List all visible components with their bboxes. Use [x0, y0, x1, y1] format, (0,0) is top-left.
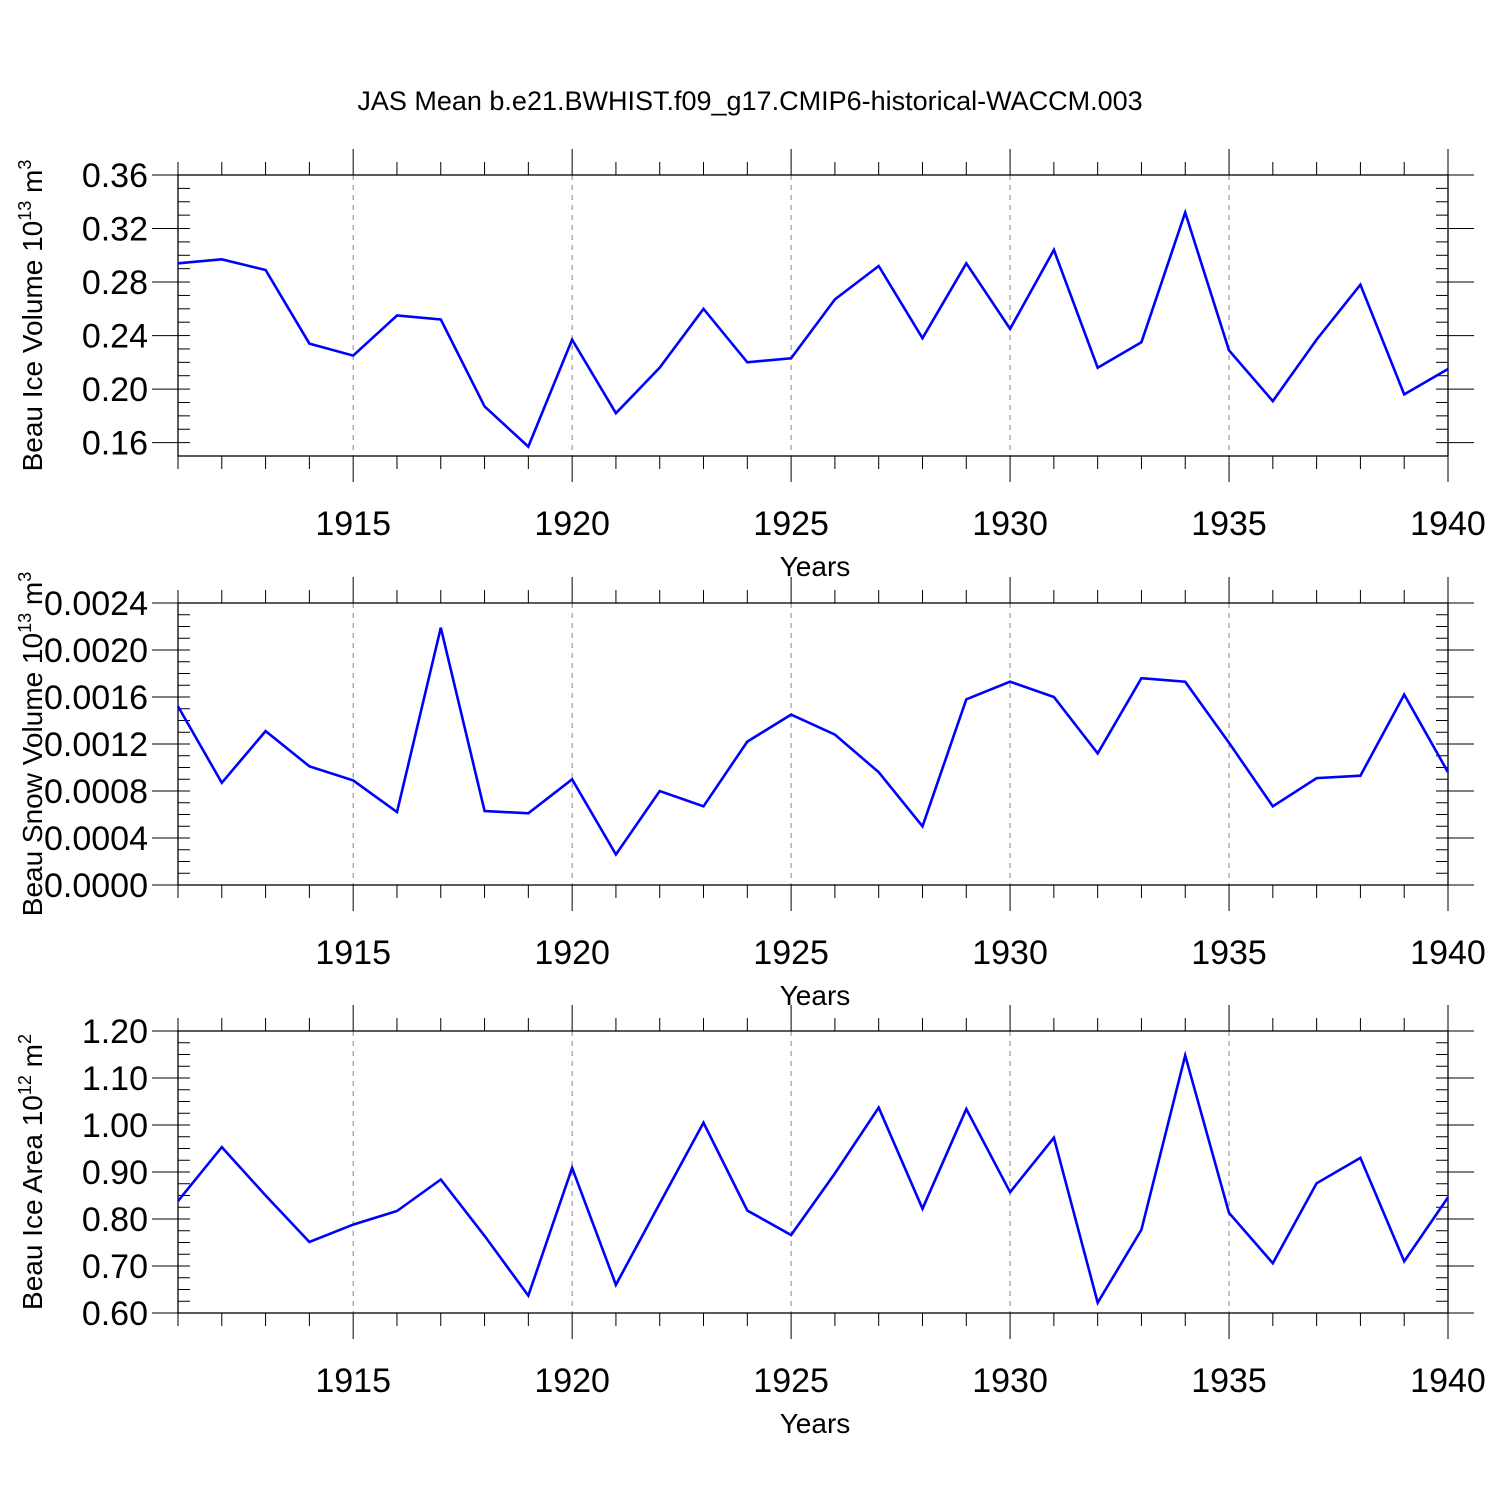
panel-1-x-axis-title: Years	[780, 551, 851, 582]
panel-3-series-line	[176, 1050, 1450, 1307]
panel-1-x-tick-label: 1930	[972, 505, 1048, 543]
panel-2-x-tick-label: 1940	[1410, 934, 1486, 972]
panel-2-y-tick-label: 0.0024	[44, 585, 148, 623]
panel-2-x-tick-label: 1930	[972, 934, 1048, 972]
panel-2-y-tick-label: 0.0004	[44, 820, 148, 858]
panel-3-x-tick-label: 1935	[1191, 1362, 1267, 1400]
panel-2-series-line	[176, 627, 1450, 857]
panel-2-y-tick-label: 0.0020	[44, 632, 148, 670]
panel-2-y-tick-label: 0.0016	[44, 679, 148, 717]
panel-3-y-axis-title: Beau Ice Area 1012 m2	[15, 1034, 48, 1310]
panel-3-x-tick-label: 1940	[1410, 1362, 1486, 1400]
panel-3-y-tick-label: 0.90	[82, 1154, 148, 1192]
panel-3-y-tick-label: 1.00	[82, 1107, 148, 1145]
panel-1-x-tick-label: 1940	[1410, 505, 1486, 543]
panel-1-y-tick-label: 0.24	[82, 318, 148, 356]
panel-3-x-axis-title: Years	[780, 1408, 851, 1439]
panel-2-x-tick-label: 1925	[753, 934, 829, 972]
panel-1-x-tick-label: 1915	[315, 505, 391, 543]
panel-1-x-tick-label: 1935	[1191, 505, 1267, 543]
panel-1-series-line	[177, 208, 1449, 449]
panel-1-y-tick-label: 0.36	[82, 157, 148, 195]
panel-1-plot-frame	[177, 174, 1449, 457]
panel-2-x-tick-label: 1935	[1191, 934, 1267, 972]
panel-1-y-tick-label: 0.28	[82, 264, 148, 302]
panel-2-plot-frame	[177, 602, 1449, 886]
page-title: JAS Mean b.e21.BWHIST.f09_g17.CMIP6-hist…	[357, 86, 1143, 116]
panel-3-y-tick-label: 0.60	[82, 1295, 148, 1333]
panel-2-y-tick-label: 0.0000	[44, 867, 148, 905]
panel-3-plot-frame	[177, 1030, 1449, 1314]
panel-3-x-tick-label: 1925	[753, 1362, 829, 1400]
panel-3-x-tick-label: 1930	[972, 1362, 1048, 1400]
panel-1-x-tick-label: 1920	[534, 505, 610, 543]
panel-1-x-tick-label: 1925	[753, 505, 829, 543]
panel-2-x-tick-label: 1920	[534, 934, 610, 972]
panel-3-y-tick-label: 1.10	[82, 1060, 148, 1098]
panel-2-y-tick-label: 0.0008	[44, 773, 148, 811]
panel-3-x-tick-label: 1915	[315, 1362, 391, 1400]
panel-1-y-axis-title: Beau Ice Volume 1013 m3	[15, 160, 48, 472]
panel-3-x-tick-label: 1920	[534, 1362, 610, 1400]
panel-2-x-axis-title: Years	[780, 980, 851, 1011]
panel-3-y-tick-label: 0.80	[82, 1201, 148, 1239]
panel-3-y-tick-label: 1.20	[82, 1013, 148, 1051]
panel-1-y-tick-label: 0.32	[82, 211, 148, 249]
panel-1-y-tick-label: 0.16	[82, 425, 148, 463]
panel-2-y-tick-label: 0.0012	[44, 726, 148, 764]
panel-1-y-tick-label: 0.20	[82, 371, 148, 409]
panel-3-y-tick-label: 0.70	[82, 1248, 148, 1286]
panel-2-x-tick-label: 1915	[315, 934, 391, 972]
panel-2-y-axis-title: Beau Snow Volume 1013 m3	[15, 572, 48, 916]
